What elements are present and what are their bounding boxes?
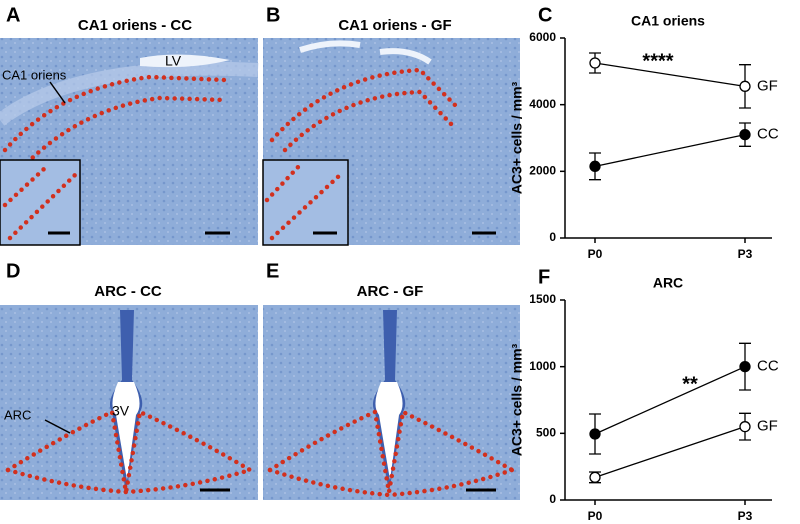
x-tick-label: P3 (738, 247, 753, 261)
series-line (594, 62, 746, 87)
significance: **** (642, 50, 673, 72)
y-tick-label: 0 (549, 230, 556, 244)
series-label: GF (757, 418, 778, 435)
data-point (739, 421, 751, 433)
panel-title: ARC - GF (357, 283, 424, 300)
panel-letter: D (6, 260, 20, 282)
x-tick-label: P3 (738, 509, 753, 523)
panel-letter: B (266, 4, 280, 26)
y-tick-label: 1000 (529, 359, 556, 373)
y-tick-label: 4000 (529, 97, 556, 111)
y-tick-label: 2000 (529, 164, 556, 178)
x-tick-label: P0 (588, 247, 603, 261)
micrograph-d (0, 305, 258, 500)
panel-letter: E (266, 260, 279, 282)
region-label: CA1 oriens (2, 67, 67, 82)
y-tick-label: 6000 (529, 30, 556, 44)
panel-letter: C (538, 4, 552, 26)
region-label: LV (165, 53, 182, 69)
micrograph-a (0, 38, 259, 246)
chart-title: ARC (653, 275, 683, 291)
series-label: CC (757, 358, 779, 375)
micrograph-e (263, 305, 520, 500)
y-axis-label: AC3+ cells / mm³ (509, 343, 525, 456)
panel-letter: A (6, 4, 20, 26)
region-label: 3V (112, 403, 130, 419)
data-point (739, 80, 751, 92)
y-tick-label: 0 (549, 492, 556, 506)
y-axis-label: AC3+ cells / mm³ (509, 81, 525, 194)
series-line (594, 134, 746, 167)
data-point (589, 471, 601, 483)
series-label: GF (757, 77, 778, 94)
data-point (589, 428, 601, 440)
y-tick-label: 500 (536, 426, 556, 440)
y-tick-label: 1500 (529, 292, 556, 306)
data-point (739, 361, 751, 373)
series-line (594, 426, 746, 478)
chart-title: CA1 oriens (631, 13, 705, 29)
data-point (589, 160, 601, 172)
series-line (594, 366, 746, 435)
panel-title: CA1 oriens - GF (338, 17, 451, 34)
x-tick-label: P0 (588, 509, 603, 523)
series-label: CC (757, 126, 779, 143)
data-point (589, 57, 601, 69)
region-label: ARC (4, 407, 31, 422)
data-point (739, 129, 751, 141)
panel-letter: F (538, 266, 550, 288)
panel-title: CA1 oriens - CC (78, 17, 192, 34)
significance: ** (682, 373, 698, 395)
panel-title: ARC - CC (94, 283, 162, 300)
micrograph-b (262, 38, 520, 246)
